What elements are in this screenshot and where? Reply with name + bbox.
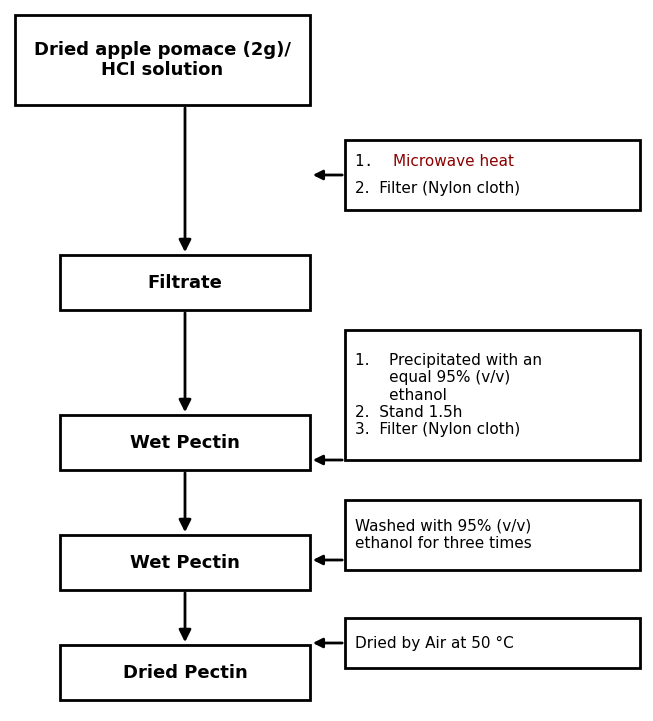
Bar bbox=[60, 645, 310, 700]
Text: Dried Pectin: Dried Pectin bbox=[123, 663, 247, 681]
Bar bbox=[60, 535, 310, 590]
Bar bbox=[60, 415, 310, 470]
Text: Washed with 95% (v/v)
ethanol for three times: Washed with 95% (v/v) ethanol for three … bbox=[355, 519, 532, 551]
Bar bbox=[60, 255, 310, 310]
Text: 1.: 1. bbox=[355, 154, 409, 169]
Text: Wet Pectin: Wet Pectin bbox=[130, 433, 240, 451]
Text: Wet Pectin: Wet Pectin bbox=[130, 554, 240, 572]
Text: Filtrate: Filtrate bbox=[148, 273, 223, 291]
Bar bbox=[15, 15, 310, 105]
Bar bbox=[345, 500, 640, 570]
Text: 2.  Filter (Nylon cloth): 2. Filter (Nylon cloth) bbox=[355, 182, 520, 197]
Bar bbox=[345, 618, 640, 668]
Text: 1.    Precipitated with an
       equal 95% (v/v)
       ethanol
2.  Stand 1.5h
: 1. Precipitated with an equal 95% (v/v) … bbox=[355, 353, 542, 438]
Text: Dried apple pomace (2g)/
HCl solution: Dried apple pomace (2g)/ HCl solution bbox=[34, 40, 291, 79]
Text: Dried by Air at 50 °C: Dried by Air at 50 °C bbox=[355, 635, 514, 650]
Bar bbox=[345, 140, 640, 210]
Text: Microwave heat: Microwave heat bbox=[393, 154, 514, 169]
Bar bbox=[345, 330, 640, 460]
